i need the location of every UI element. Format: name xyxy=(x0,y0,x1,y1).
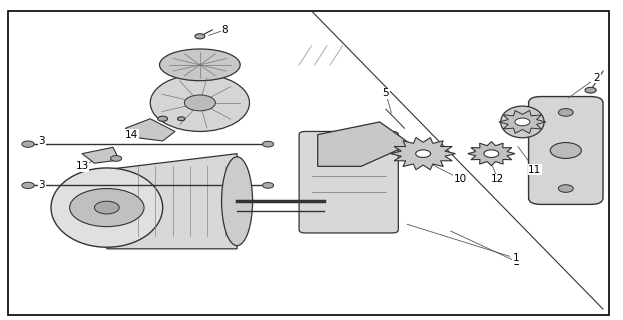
Polygon shape xyxy=(107,154,237,249)
Circle shape xyxy=(558,108,573,116)
Circle shape xyxy=(22,182,34,188)
FancyBboxPatch shape xyxy=(299,132,398,233)
Text: 11: 11 xyxy=(528,164,541,174)
Text: 14: 14 xyxy=(125,130,138,140)
Circle shape xyxy=(416,150,430,157)
Ellipse shape xyxy=(159,49,240,81)
Text: 2: 2 xyxy=(568,73,600,98)
Polygon shape xyxy=(391,138,455,170)
Polygon shape xyxy=(82,147,119,163)
Ellipse shape xyxy=(222,157,252,246)
Circle shape xyxy=(515,118,530,126)
Text: 3: 3 xyxy=(39,136,45,146)
Text: 3: 3 xyxy=(39,180,45,190)
Circle shape xyxy=(262,141,273,147)
Polygon shape xyxy=(318,122,411,166)
Circle shape xyxy=(178,117,185,121)
Circle shape xyxy=(70,188,144,227)
Polygon shape xyxy=(125,119,175,141)
Circle shape xyxy=(558,185,573,192)
Text: 5: 5 xyxy=(383,88,389,98)
Text: 10: 10 xyxy=(454,174,467,184)
Text: 1: 1 xyxy=(407,224,520,263)
Circle shape xyxy=(22,141,34,147)
Text: 13: 13 xyxy=(75,161,88,171)
Ellipse shape xyxy=(501,106,544,138)
Circle shape xyxy=(158,116,168,121)
Text: 8: 8 xyxy=(221,25,228,35)
Circle shape xyxy=(110,156,121,161)
Circle shape xyxy=(585,87,596,93)
Circle shape xyxy=(262,182,273,188)
Circle shape xyxy=(195,34,205,39)
FancyBboxPatch shape xyxy=(528,97,603,204)
Circle shape xyxy=(550,142,581,158)
Polygon shape xyxy=(499,110,546,133)
Ellipse shape xyxy=(51,168,163,247)
Circle shape xyxy=(484,150,499,157)
Ellipse shape xyxy=(150,74,249,132)
Polygon shape xyxy=(468,142,515,166)
Text: 12: 12 xyxy=(491,174,504,184)
Circle shape xyxy=(95,201,119,214)
Text: 1: 1 xyxy=(513,257,520,267)
Circle shape xyxy=(184,95,216,111)
